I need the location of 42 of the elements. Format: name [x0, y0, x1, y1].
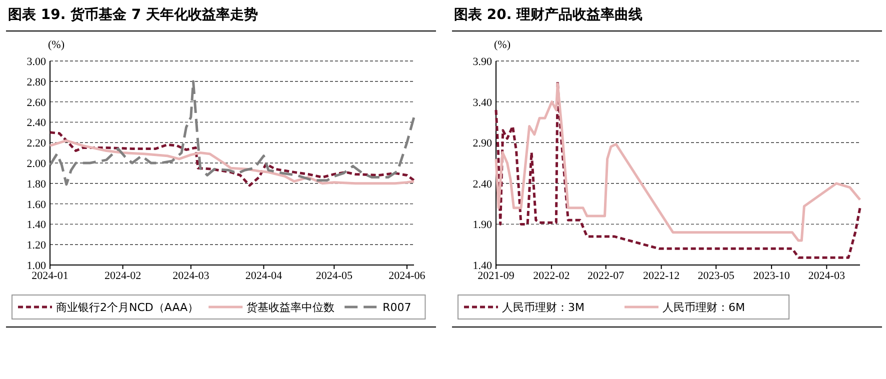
y-tick-label: 2.80 [26, 76, 46, 88]
x-tick-label: 2021-09 [478, 270, 515, 282]
y-tick-label: 2.40 [472, 178, 492, 190]
y-axis-title: (%) [494, 39, 511, 51]
y-tick-label: 2.60 [26, 96, 46, 109]
x-tick-label: 2022-07 [588, 270, 625, 282]
y-axis-title: (%) [48, 39, 65, 51]
x-tick-label: 2022-02 [533, 270, 570, 282]
y-tick-label: 1.20 [26, 240, 46, 252]
x-tick-label: 2022-12 [642, 270, 680, 282]
y-tick-label: 2.90 [472, 138, 492, 150]
y-tick-label: 1.40 [26, 219, 46, 232]
y-tick-label: 2.20 [26, 138, 46, 150]
line-series [48, 131, 416, 187]
x-tick-label: 2024-01 [32, 270, 68, 282]
x-tick-label: 2024-02 [104, 270, 142, 282]
x-tick-label: 2023-05 [698, 270, 735, 282]
y-tick-label: 3.90 [472, 56, 492, 68]
y-tick-label: 2.40 [26, 117, 46, 130]
y-tick-label: 2.00 [26, 158, 46, 170]
line-series [48, 139, 416, 185]
legend-label: 货基收益率中位数 [246, 301, 335, 314]
x-tick-label: 2023-10 [753, 270, 790, 282]
legend-label: 商业银行2个月NCD（AAA） [56, 301, 199, 314]
x-tick-label: 2024-03 [808, 270, 846, 282]
x-tick-label: 2024-03 [172, 270, 210, 282]
chart-title: 图表 20. 理财产品收益率曲线 [454, 6, 643, 23]
line-series [48, 80, 416, 186]
y-tick-label: 1.60 [26, 198, 46, 211]
y-tick-label: 3.00 [26, 56, 46, 68]
x-tick-label: 2024-05 [316, 270, 353, 282]
y-tick-label: 1.40 [472, 260, 492, 272]
chart-title: 图表 19. 货币基金 7 天年化收益率走势 [8, 6, 258, 23]
legend-label: R007 [382, 301, 412, 314]
x-tick-label: 2024-06 [388, 270, 426, 282]
y-tick-label: 3.40 [472, 96, 492, 109]
legend-label: 人民币理财：3M [502, 301, 584, 314]
y-tick-label: 1.90 [472, 219, 492, 232]
legend-label: 人民币理财：6M [662, 301, 745, 314]
x-tick-label: 2024-04 [245, 270, 283, 282]
y-tick-label: 1.80 [26, 178, 46, 190]
y-tick-label: 1.00 [26, 260, 46, 272]
